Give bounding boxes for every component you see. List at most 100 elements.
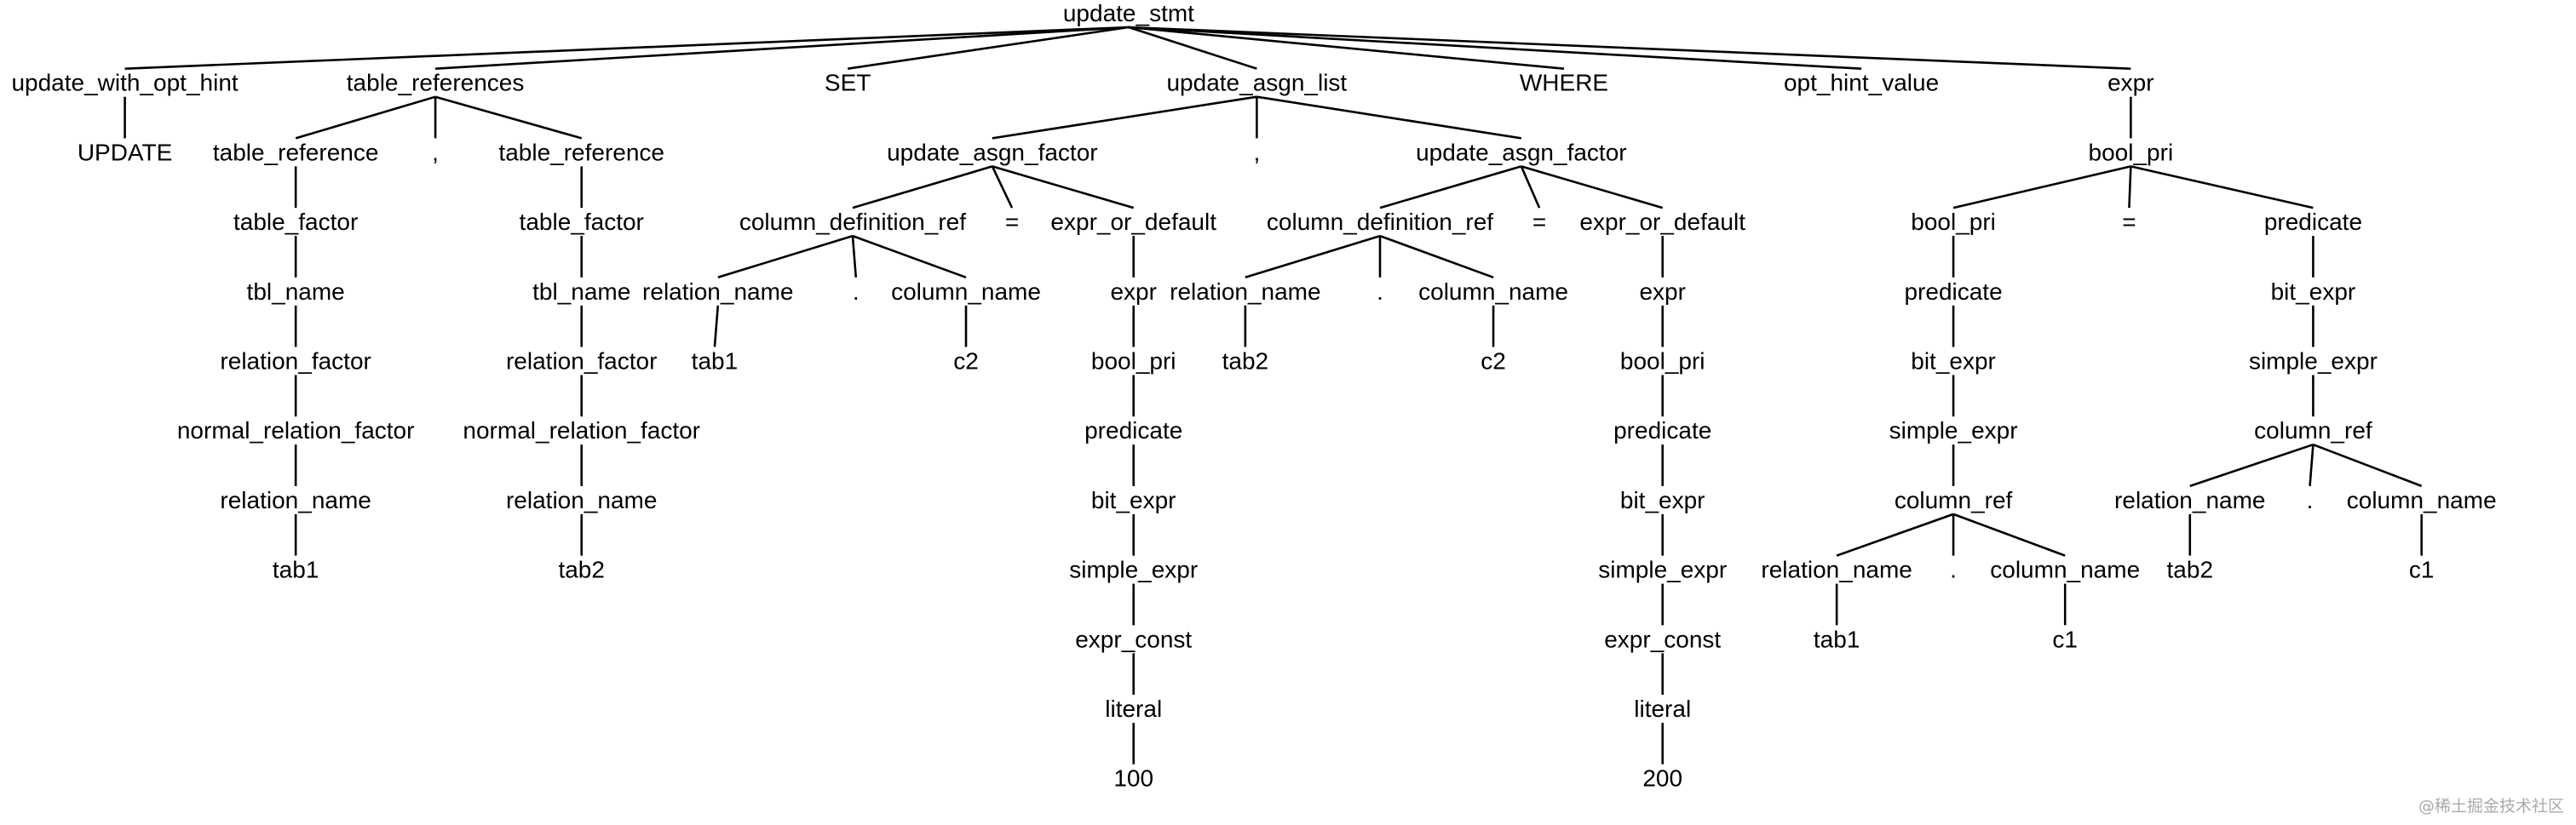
tree-node: expr_or_default — [1579, 209, 1745, 235]
tree-node: c2 — [1481, 348, 1506, 375]
tree-node: table_references — [347, 70, 525, 96]
tree-node: column_ref — [2254, 417, 2372, 444]
tree-node: relation_name — [220, 487, 371, 513]
tree-node: predicate — [2264, 209, 2362, 235]
tree-node: update_with_opt_hint — [11, 70, 238, 96]
tree-node: tab2 — [558, 557, 605, 583]
tree-node: column_ref — [1895, 487, 2013, 513]
tree-edge — [852, 234, 967, 279]
tree-edge — [1952, 513, 2066, 557]
tree-node: table_reference — [498, 139, 664, 165]
tree-node: column_name — [2347, 487, 2497, 513]
tree-node: bit_expr — [1620, 487, 1705, 513]
tree-node: expr — [2107, 70, 2153, 96]
tree-node: bool_pri — [2089, 139, 2174, 165]
tree-edge — [124, 26, 1129, 70]
tree-node: predicate — [1904, 278, 2002, 305]
tree-edge — [1128, 26, 2131, 70]
tree-edge — [434, 26, 1130, 70]
tree-edge — [434, 95, 583, 140]
tree-node: relation_name — [506, 487, 657, 513]
tree-node: c1 — [2052, 626, 2078, 652]
tree-node: expr_const — [1075, 626, 1192, 652]
tree-node: 200 — [1642, 765, 1682, 792]
tree-edge — [2309, 444, 2314, 487]
tree-edge — [851, 235, 858, 278]
tree-edge — [295, 95, 436, 140]
tree-edge — [991, 165, 1014, 209]
tree-node: table_factor — [520, 209, 644, 235]
tree-node: column_definition_ref — [1267, 209, 1493, 235]
tree-node: = — [2122, 209, 2136, 235]
tree-node: WHERE — [1520, 70, 1608, 96]
tree-node: , — [432, 139, 439, 165]
tree-node: relation_name — [1761, 557, 1912, 583]
tree-node: . — [853, 278, 860, 305]
tree-node: tbl_name — [247, 278, 345, 305]
tree-node: update_stmt — [1063, 0, 1194, 26]
tree-node: . — [1950, 557, 1957, 583]
tree-node: = — [1005, 209, 1019, 235]
tree-node: column_name — [1990, 557, 2140, 583]
tree-node: expr — [1639, 278, 1685, 305]
tree-node: literal — [1634, 696, 1691, 722]
tree-node: tab2 — [1222, 348, 1269, 375]
tree-edge — [1836, 513, 1954, 557]
tree-edge — [852, 165, 993, 209]
tree-node: column_definition_ref — [739, 209, 966, 235]
tree-edge — [1128, 26, 1862, 70]
tree-node: . — [2307, 487, 2314, 513]
tree-node: tbl_name — [532, 278, 630, 305]
tree-node: expr_const — [1604, 626, 1721, 652]
tree-edge — [713, 305, 720, 347]
tree-edge — [1256, 95, 1522, 140]
tree-node: tab1 — [273, 557, 319, 583]
tree-node: relation_name — [1170, 278, 1320, 305]
tree-node: bit_expr — [2271, 278, 2356, 305]
tree-edge — [1379, 234, 1494, 279]
tree-node: predicate — [1084, 417, 1182, 444]
tree-node: UPDATE — [78, 139, 173, 165]
tree-node: normal_relation_factor — [177, 417, 415, 444]
tree-edge — [2130, 165, 2314, 209]
tree-node: , — [1253, 139, 1260, 165]
tree-node: = — [1532, 209, 1546, 235]
tree-node: update_asgn_factor — [887, 139, 1098, 165]
tree-node: SET — [825, 70, 871, 96]
watermark: @稀土掘金技术社区 — [2418, 797, 2564, 816]
tree-node: relation_factor — [220, 348, 371, 375]
tree-node: expr_or_default — [1050, 209, 1216, 235]
tree-node: c2 — [953, 348, 979, 375]
tree-node: tab1 — [1814, 626, 1860, 652]
tree-edge — [847, 26, 1130, 70]
tree-edge — [1520, 165, 1541, 209]
tree-node: column_name — [1418, 278, 1568, 305]
tree-edge — [1245, 234, 1381, 279]
tree-edge — [1379, 165, 1522, 209]
tree-node: column_name — [891, 278, 1041, 305]
tree-edge — [992, 95, 1257, 140]
tree-edge — [2189, 443, 2314, 488]
tree-edge — [717, 234, 854, 279]
tree-node: simple_expr — [1069, 557, 1198, 583]
tree-node: simple_expr — [1889, 417, 2018, 444]
tree-node: update_asgn_list — [1166, 70, 1347, 96]
tree-node: bool_pri — [1620, 348, 1705, 375]
tree-node: relation_factor — [506, 348, 657, 375]
tree-edge — [1128, 26, 1565, 70]
tree-edge — [2312, 443, 2423, 488]
tree-node: tab2 — [2167, 557, 2214, 583]
tree-node: bool_pri — [1911, 209, 1996, 235]
tree-node: expr — [1110, 278, 1156, 305]
tree-node: simple_expr — [2249, 348, 2378, 375]
tree-node: 100 — [1113, 765, 1153, 792]
tree-node: relation_name — [2114, 487, 2265, 513]
tree-node: bit_expr — [1911, 348, 1996, 375]
tree-edge — [2128, 166, 2132, 209]
tree-node: table_factor — [233, 209, 358, 235]
tree-node: bool_pri — [1091, 348, 1176, 375]
tree-node: . — [1377, 278, 1383, 305]
tree-node: predicate — [1613, 417, 1711, 444]
